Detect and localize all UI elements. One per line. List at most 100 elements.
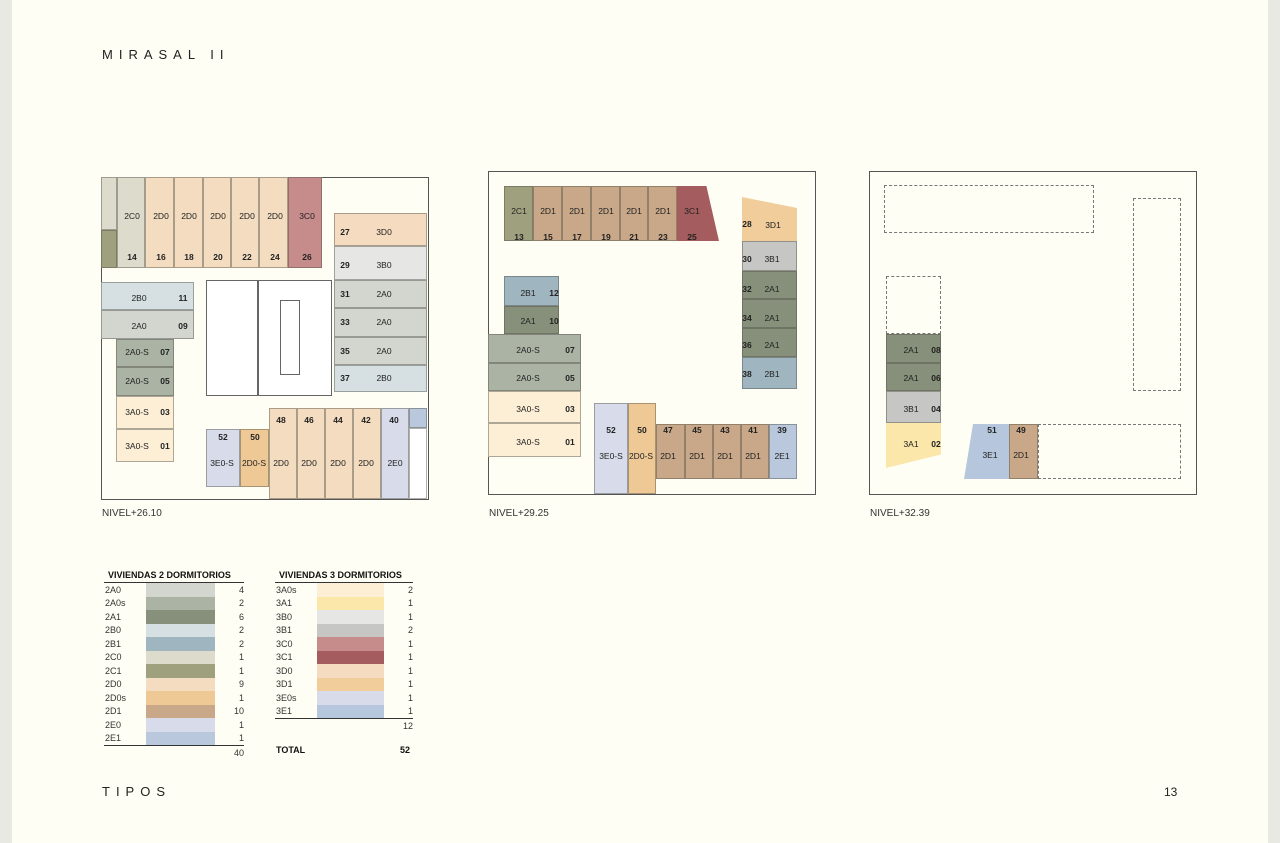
color-swatch [146, 718, 215, 732]
apartment-unit[interactable] [742, 328, 797, 357]
unit-type-label: 3C1 [684, 206, 700, 216]
legend-row: 2E1 1 [104, 731, 244, 746]
legend-row: 2A1 6 [104, 610, 244, 624]
unit-count: 9 [238, 679, 244, 690]
unit-type-label: 2D0 [273, 458, 289, 468]
apartment-unit[interactable] [1009, 424, 1038, 479]
apartment-unit[interactable] [742, 241, 797, 271]
apartment-unit[interactable] [325, 408, 353, 499]
apartment-unit[interactable] [769, 424, 797, 479]
apartment-unit[interactable] [591, 186, 620, 241]
apartment-unit[interactable] [488, 391, 581, 423]
apartment-unit[interactable] [116, 367, 174, 396]
unit-type-label: 2A1 [520, 316, 536, 326]
apartment-unit[interactable] [656, 424, 685, 479]
legend-row: 2C1 1 [104, 664, 244, 678]
apartment-unit[interactable] [174, 177, 203, 268]
apartment-unit[interactable] [240, 429, 269, 487]
unit-count: 1 [238, 692, 244, 703]
color-swatch [146, 691, 215, 705]
unit-number-label: 15 [543, 232, 553, 242]
apartment-unit[interactable] [334, 213, 427, 246]
unit-count: 1 [407, 638, 413, 649]
apartment-unit[interactable] [259, 177, 288, 268]
unit-number-label: 32 [742, 284, 752, 294]
apartment-unit[interactable] [504, 306, 559, 334]
apartment-unit[interactable] [504, 276, 559, 306]
apartment-unit[interactable] [334, 308, 427, 337]
apartment-unit[interactable] [381, 408, 409, 499]
legend-row: 2A0s 2 [104, 596, 244, 610]
apartment-unit[interactable] [101, 282, 194, 310]
apartment-unit[interactable] [231, 177, 259, 268]
apartment-unit[interactable] [334, 280, 427, 308]
apartment-unit[interactable] [297, 408, 325, 499]
apartment-unit[interactable] [203, 177, 231, 268]
apartment-unit[interactable] [742, 271, 797, 299]
unit-number-label: 09 [178, 321, 188, 331]
stair-core [280, 300, 300, 375]
unit-count: 6 [238, 611, 244, 622]
apartment-unit[interactable] [334, 337, 427, 365]
apartment-unit[interactable] [620, 186, 648, 241]
apartment-unit[interactable] [334, 365, 427, 392]
color-swatch [316, 704, 385, 719]
apartment-unit[interactable] [742, 299, 797, 328]
apartment-unit[interactable] [533, 186, 562, 241]
apartment-unit[interactable] [145, 177, 174, 268]
apartment-unit[interactable] [488, 423, 581, 457]
unit-type-label: 3A0-S [125, 441, 149, 451]
unit-type-label: 3B1 [903, 404, 919, 414]
type-code: 2D1 [105, 706, 122, 717]
apartment-unit[interactable] [742, 357, 797, 389]
apartment-unit[interactable] [685, 424, 713, 479]
type-code: 2E1 [104, 731, 147, 746]
unit-number-label: 48 [276, 415, 286, 425]
apartment-unit[interactable] [504, 186, 533, 241]
unit-type-label: 3D0 [376, 227, 392, 237]
page-number: 13 [1164, 785, 1178, 799]
unit-type-label: 2D1 [717, 451, 733, 461]
apartment-unit[interactable] [886, 334, 941, 363]
apartment-unit[interactable] [488, 363, 581, 391]
legend-row: 2A0 4 [104, 582, 244, 597]
apartment-unit[interactable] [741, 424, 769, 479]
unit-number-label: 07 [160, 347, 170, 357]
unit-count: 2 [238, 598, 244, 609]
apartment-unit[interactable] [116, 339, 174, 367]
legend-row: 3E1 1 [275, 704, 413, 719]
unit-type-label: 2A0 [376, 289, 392, 299]
unit-type-label: 2D0 [301, 458, 317, 468]
unit-count: 2 [407, 625, 413, 636]
apartment-unit[interactable] [116, 396, 174, 429]
unit-number-label: 03 [160, 407, 170, 417]
apartment-unit[interactable] [117, 177, 145, 268]
unit-count: 2 [407, 584, 413, 595]
apartment-unit[interactable] [116, 429, 174, 462]
apartment-unit[interactable] [334, 246, 427, 280]
apartment-unit[interactable] [562, 186, 591, 241]
color-swatch [146, 610, 215, 624]
apartment-unit[interactable] [886, 391, 941, 423]
unit-type-label: 2D0 [330, 458, 346, 468]
plan-level-label: NIVEL+26.10 [102, 508, 162, 519]
apartment-unit[interactable] [269, 408, 297, 499]
apartment-unit[interactable] [886, 363, 941, 391]
unit-type-label: 3B1 [764, 254, 780, 264]
apartment-unit[interactable] [488, 334, 581, 363]
unit-type-label: 2D1 [1013, 450, 1029, 460]
unit-fragment [409, 408, 427, 428]
apartment-unit[interactable] [594, 403, 628, 494]
unit-number-label: 25 [687, 232, 697, 242]
unit-number-label: 07 [565, 345, 575, 355]
apartment-unit[interactable] [288, 177, 322, 268]
unit-type-label: 2D0 [181, 211, 197, 221]
apartment-unit[interactable] [713, 424, 741, 479]
unit-type-label: 2D0 [267, 211, 283, 221]
apartment-unit[interactable] [206, 429, 240, 487]
unit-type-label: 2D0 [153, 211, 169, 221]
apartment-unit[interactable] [353, 408, 381, 499]
apartment-unit[interactable] [628, 403, 656, 494]
apartment-unit[interactable] [101, 310, 194, 339]
apartment-unit[interactable] [648, 186, 677, 241]
